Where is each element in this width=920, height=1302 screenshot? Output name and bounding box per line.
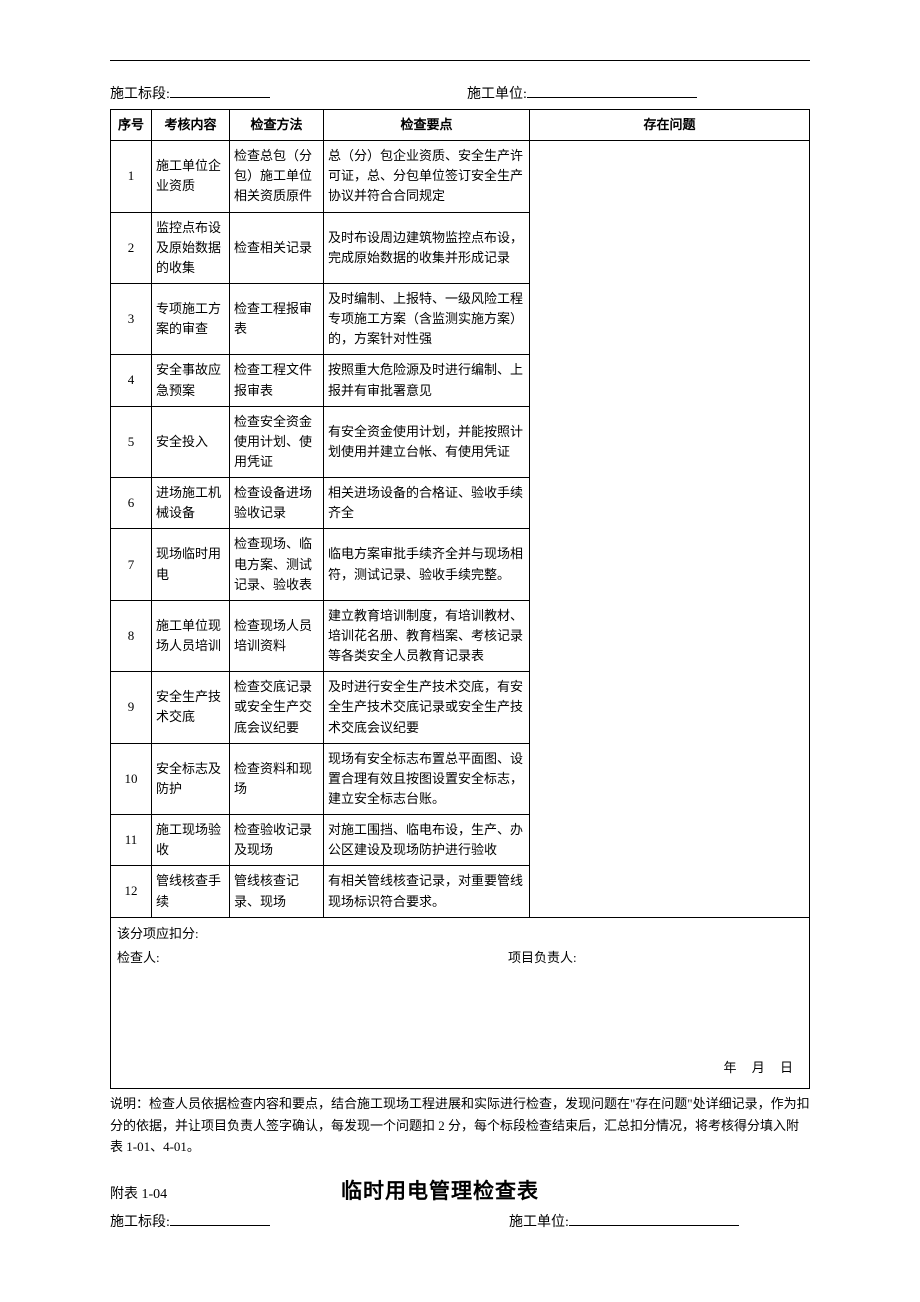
cell-seq: 5: [111, 406, 152, 477]
cell-item: 进场施工机械设备: [152, 478, 230, 529]
signature-line: 检查人: 项目负责人:: [117, 948, 803, 968]
cell-point: 按照重大危险源及时进行编制、上报并有审批署意见: [324, 355, 530, 406]
cell-item: 管线核查手续: [152, 866, 230, 917]
cell-method: 检查工程报审表: [230, 283, 324, 354]
cell-point: 总（分）包企业资质、安全生产许可证，总、分包单位签订安全生产协议并符合合同规定: [324, 141, 530, 212]
appendix-block: 附表 1-04 临时用电管理检查表 施工标段: 施工单位:: [110, 1175, 810, 1231]
cell-seq: 1: [111, 141, 152, 212]
cell-seq: 7: [111, 529, 152, 600]
cell-point: 现场有安全标志布置总平面图、设置合理有效且按图设置安全标志，建立安全标志台账。: [324, 743, 530, 814]
cell-point: 及时进行安全生产技术交底，有安全生产技术交底记录或安全生产技术交底会议纪要: [324, 672, 530, 743]
appendix-number: 附表 1-04: [110, 1187, 167, 1202]
table-body: 1施工单位企业资质检查总包（分包）施工单位相关资质原件总（分）包企业资质、安全生…: [111, 141, 810, 918]
header-line: 施工标段: 施工单位:: [110, 83, 810, 103]
deduction-line: 该分项应扣分:: [117, 924, 803, 944]
cell-method: 检查现场、临电方案、测试记录、验收表: [230, 529, 324, 600]
deduction-label: 该分项应扣分:: [117, 926, 199, 941]
cell-seq: 9: [111, 672, 152, 743]
cell-point: 有安全资金使用计划，并能按照计划使用并建立台帐、有使用凭证: [324, 406, 530, 477]
appendix-title-row: 附表 1-04 临时用电管理检查表: [110, 1175, 810, 1205]
cell-seq: 4: [111, 355, 152, 406]
cell-item: 监控点布设及原始数据的收集: [152, 212, 230, 283]
cell-item: 施工单位企业资质: [152, 141, 230, 212]
appendix-header-line: 施工标段: 施工单位:: [110, 1211, 810, 1231]
top-horizontal-rule: [110, 60, 810, 61]
cell-seq: 2: [111, 212, 152, 283]
cell-seq: 3: [111, 283, 152, 354]
cell-item: 安全生产技术交底: [152, 672, 230, 743]
footer-date: 年 月 日: [117, 1058, 803, 1078]
appendix-title: 临时用电管理检查表: [341, 1175, 539, 1205]
col-header-issue: 存在问题: [530, 110, 810, 141]
cell-item: 现场临时用电: [152, 529, 230, 600]
owner-label: 项目负责人:: [508, 950, 577, 965]
unit-label: 施工单位:: [467, 83, 527, 103]
cell-point: 相关进场设备的合格证、验收手续齐全: [324, 478, 530, 529]
cell-method: 管线核查记录、现场: [230, 866, 324, 917]
section-underline: [170, 83, 270, 98]
col-header-seq: 序号: [111, 110, 152, 141]
cell-method: 检查验收记录及现场: [230, 815, 324, 866]
cell-point: 临电方案审批手续齐全并与现场相符，测试记录、验收手续完整。: [324, 529, 530, 600]
footer-spacer: [117, 968, 803, 1058]
cell-method: 检查相关记录: [230, 212, 324, 283]
cell-method: 检查安全资金使用计划、使用凭证: [230, 406, 324, 477]
cell-item: 施工单位现场人员培训: [152, 600, 230, 671]
cell-point: 对施工围挡、临电布设，生产、办公区建设及现场防护进行验收: [324, 815, 530, 866]
document-page: 施工标段: 施工单位: 序号 考核内容 检查方法 检查要点 存: [0, 0, 920, 1271]
cell-method: 检查设备进场验收记录: [230, 478, 324, 529]
table-row: 1施工单位企业资质检查总包（分包）施工单位相关资质原件总（分）包企业资质、安全生…: [111, 141, 810, 212]
appendix-unit-underline: [569, 1211, 739, 1226]
cell-method: 检查资料和现场: [230, 743, 324, 814]
appendix-section-label: 施工标段:: [110, 1211, 170, 1231]
cell-point: 及时布设周边建筑物监控点布设，完成原始数据的收集并形成记录: [324, 212, 530, 283]
cell-point: 建立教育培训制度，有培训教材、培训花名册、教育档案、考核记录等各类安全人员教育记…: [324, 600, 530, 671]
cell-item: 安全事故应急预案: [152, 355, 230, 406]
cell-seq: 12: [111, 866, 152, 917]
table-footer-cell: 该分项应扣分: 检查人: 项目负责人: 年 月 日: [111, 917, 810, 1088]
cell-seq: 6: [111, 478, 152, 529]
cell-seq: 10: [111, 743, 152, 814]
col-header-point: 检查要点: [324, 110, 530, 141]
cell-seq: 8: [111, 600, 152, 671]
col-header-item: 考核内容: [152, 110, 230, 141]
header-section-group: 施工标段:: [110, 83, 467, 103]
col-header-method: 检查方法: [230, 110, 324, 141]
cell-point: 及时编制、上报特、一级风险工程专项施工方案（含监测实施方案）的，方案针对性强: [324, 283, 530, 354]
cell-seq: 11: [111, 815, 152, 866]
appendix-section-underline: [170, 1211, 270, 1226]
section-label: 施工标段:: [110, 83, 170, 103]
inspector-label: 检查人:: [117, 950, 160, 965]
cell-point: 有相关管线核查记录，对重要管线现场标识符合要求。: [324, 866, 530, 917]
cell-method: 检查交底记录或安全生产交底会议纪要: [230, 672, 324, 743]
cell-item: 安全标志及防护: [152, 743, 230, 814]
note-text: 说明：检查人员依据检查内容和要点，结合施工现场工程进展和实际进行检查，发现问题在…: [110, 1093, 810, 1157]
cell-issue: [530, 141, 810, 918]
cell-item: 施工现场验收: [152, 815, 230, 866]
cell-method: 检查现场人员培训资料: [230, 600, 324, 671]
unit-underline: [527, 83, 697, 98]
cell-item: 安全投入: [152, 406, 230, 477]
cell-method: 检查工程文件报审表: [230, 355, 324, 406]
cell-item: 专项施工方案的审查: [152, 283, 230, 354]
header-unit-group: 施工单位:: [467, 83, 810, 103]
inspection-table: 序号 考核内容 检查方法 检查要点 存在问题 1施工单位企业资质检查总包（分包）…: [110, 109, 810, 1089]
appendix-unit-label: 施工单位:: [509, 1211, 569, 1231]
table-header: 序号 考核内容 检查方法 检查要点 存在问题: [111, 110, 810, 141]
cell-method: 检查总包（分包）施工单位相关资质原件: [230, 141, 324, 212]
